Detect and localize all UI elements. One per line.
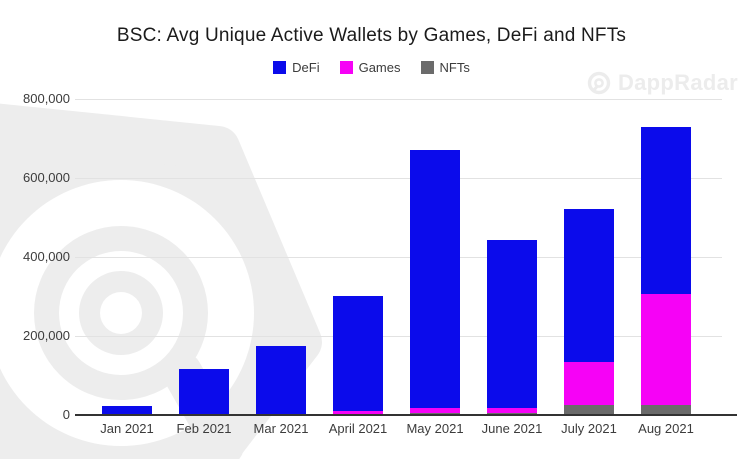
bar-segment-games <box>410 408 460 414</box>
bar-segment-games <box>487 407 537 414</box>
bar-segment-defi <box>256 345 306 415</box>
legend-item-defi: DeFi <box>273 59 320 75</box>
bar-aug-2021 <box>641 126 691 415</box>
bar-segment-games <box>641 294 691 406</box>
gridline-800000 <box>75 99 722 100</box>
bar-segment-nfts <box>641 405 691 415</box>
bar-july-2021 <box>564 208 614 415</box>
gridline-200000 <box>75 336 722 337</box>
gridline-600000 <box>75 178 722 179</box>
legend-label: NFTs <box>439 59 470 75</box>
bar-segment-games <box>333 410 383 414</box>
x-tick-label: April 2021 <box>328 421 388 436</box>
x-tick-label: Mar 2021 <box>253 421 309 436</box>
legend-item-games: Games <box>339 59 401 75</box>
bar-mar-2021 <box>256 345 306 415</box>
x-tick-label: Aug 2021 <box>638 421 694 436</box>
bar-segment-games <box>564 361 614 406</box>
y-tick-label: 800,000 <box>23 91 70 106</box>
chart-title: BSC: Avg Unique Active Wallets by Games,… <box>116 25 627 46</box>
legend-swatch <box>273 60 287 74</box>
x-tick-label: May 2021 <box>406 421 464 436</box>
y-tick-label: 400,000 <box>23 249 70 264</box>
x-tick-label: Feb 2021 <box>176 421 232 436</box>
bar-segment-defi <box>410 150 460 409</box>
bar-segment-nfts <box>564 405 614 415</box>
bar-may-2021 <box>410 150 460 415</box>
legend: DeFi Games NFTs <box>0 59 743 75</box>
bar-april-2021 <box>333 296 383 415</box>
legend-label: DeFi <box>292 59 320 75</box>
bar-segment-defi <box>102 405 152 415</box>
bar-segment-defi <box>641 126 691 295</box>
legend-label: Games <box>358 59 401 75</box>
bar-segment-defi <box>179 368 229 415</box>
y-tick-label: 0 <box>62 407 70 422</box>
x-axis-line <box>75 414 737 416</box>
bar-feb-2021 <box>179 368 229 415</box>
gridline-400000 <box>75 257 722 258</box>
legend-item-nfts: NFTs <box>420 59 470 75</box>
bar-june-2021 <box>487 240 537 415</box>
y-tick-label: 600,000 <box>23 170 70 185</box>
dappradar-brand-text: DappRadar <box>617 70 738 95</box>
x-tick-label: July 2021 <box>561 421 617 436</box>
bar-segment-defi <box>487 240 537 408</box>
x-tick-label: June 2021 <box>481 421 543 436</box>
bar-jan-2021 <box>102 405 152 415</box>
plot-area <box>75 99 722 415</box>
y-tick-label: 200,000 <box>23 328 70 343</box>
bar-segment-defi <box>564 208 614 362</box>
dappradar-logo-icon <box>587 71 611 95</box>
legend-swatch <box>420 60 434 74</box>
legend-swatch <box>339 60 353 74</box>
bar-segment-defi <box>333 296 383 411</box>
x-tick-label: Jan 2021 <box>100 421 154 436</box>
dappradar-brand-watermark: DappRadar <box>586 70 738 96</box>
